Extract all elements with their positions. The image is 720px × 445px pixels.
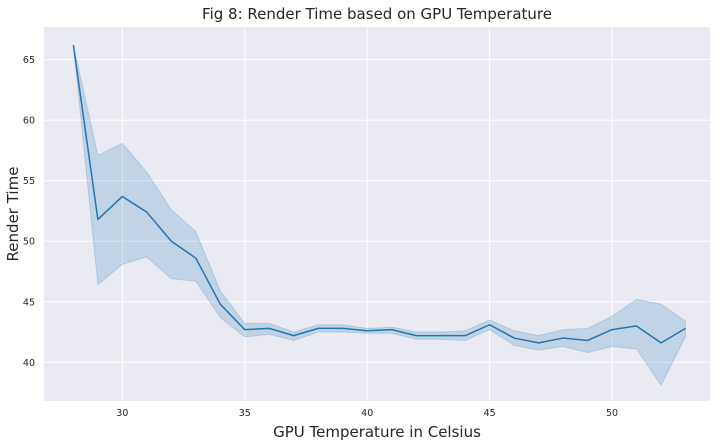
grid-lines — [44, 27, 710, 401]
series-line — [72, 45, 686, 344]
x-tick-label: 50 — [606, 408, 618, 419]
x-tick-labels: 30 35 40 45 50 — [116, 408, 618, 419]
x-tick-label: 45 — [484, 408, 496, 419]
y-axis-label: Render Time — [4, 167, 22, 262]
x-tick-label: 30 — [116, 408, 128, 419]
x-tick-label: 35 — [239, 408, 251, 419]
render-time-line — [72, 45, 686, 344]
x-tick-label: 40 — [361, 408, 373, 419]
y-tick-label: 40 — [23, 358, 35, 369]
x-axis-label: GPU Temperature in Celsius — [273, 423, 481, 441]
y-tick-label: 50 — [23, 237, 35, 248]
y-tick-label: 45 — [23, 297, 35, 308]
y-tick-label: 60 — [23, 116, 35, 127]
y-tick-label: 65 — [23, 55, 35, 66]
plot-area — [44, 27, 710, 401]
y-tick-labels: 40 45 50 55 60 65 — [23, 55, 35, 369]
y-tick-label: 55 — [23, 176, 35, 187]
chart-title: Fig 8: Render Time based on GPU Temperat… — [202, 5, 552, 23]
